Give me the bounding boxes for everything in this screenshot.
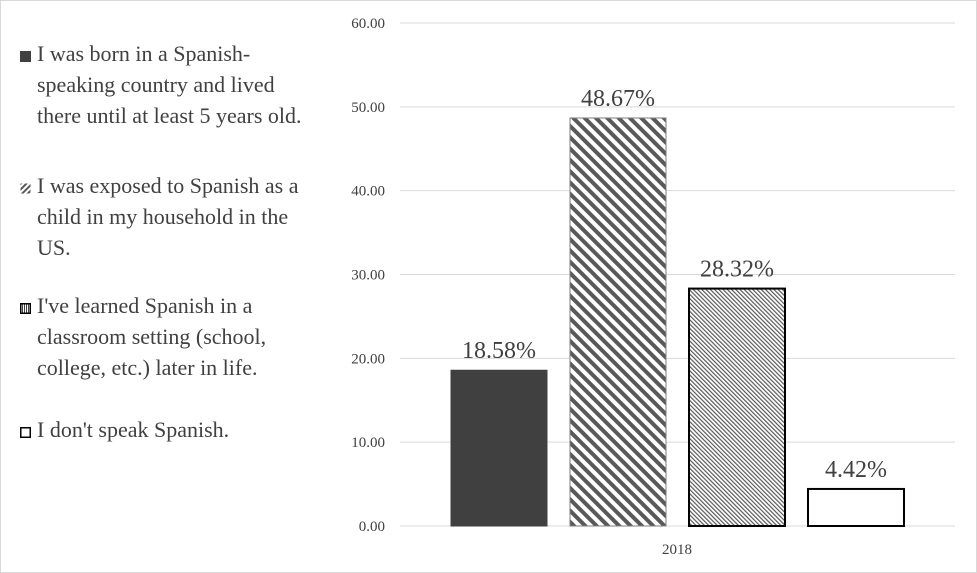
y-tick-label: 10.00 [351, 435, 385, 451]
legend-label-born-abroad: I was born in a Spanish-speaking country… [37, 41, 302, 128]
legend-swatch-fine-diagonal [20, 303, 31, 314]
y-tick-label: 60.00 [351, 16, 385, 32]
legend-swatch-solid [20, 51, 31, 62]
bar-3 [807, 487, 905, 528]
legend-item-household: I was exposed to Spanish as a child in m… [20, 173, 322, 263]
y-tick-label: 30.00 [351, 268, 385, 284]
bars [450, 117, 905, 528]
data-labels: 18.58% 48.67% 28.32% 4.42% [462, 86, 887, 483]
y-tick-label: 0.00 [359, 519, 385, 535]
bar-0 [450, 369, 548, 527]
legend-item-born-abroad: I was born in a Spanish-speaking country… [20, 41, 322, 131]
legend-label-classroom: I've learned Spanish in a classroom sett… [37, 293, 267, 380]
data-label-2: 28.32% [700, 257, 774, 283]
y-tick-label: 20.00 [351, 351, 385, 367]
data-label-3: 4.42% [825, 457, 887, 483]
bar-2 [688, 287, 786, 528]
y-tick-label: 50.00 [351, 100, 385, 116]
legend-item-no-spanish: I don't speak Spanish. [20, 417, 322, 445]
legend-item-classroom: I've learned Spanish in a classroom sett… [20, 293, 322, 383]
legend-label-household: I was exposed to Spanish as a child in m… [37, 173, 299, 260]
data-label-1: 48.67% [581, 86, 655, 112]
y-tick-label: 40.00 [351, 184, 385, 200]
legend-label-no-spanish: I don't speak Spanish. [37, 417, 230, 442]
bar-1 [569, 117, 667, 527]
legend-swatch-white [20, 427, 31, 438]
x-category-label: 2018 [662, 542, 692, 558]
legend-swatch-wide-diagonal [20, 183, 31, 194]
data-label-0: 18.58% [462, 338, 536, 364]
y-axis-ticks: 0.00 10.00 20.00 30.00 40.00 50.00 60.00 [351, 16, 385, 535]
